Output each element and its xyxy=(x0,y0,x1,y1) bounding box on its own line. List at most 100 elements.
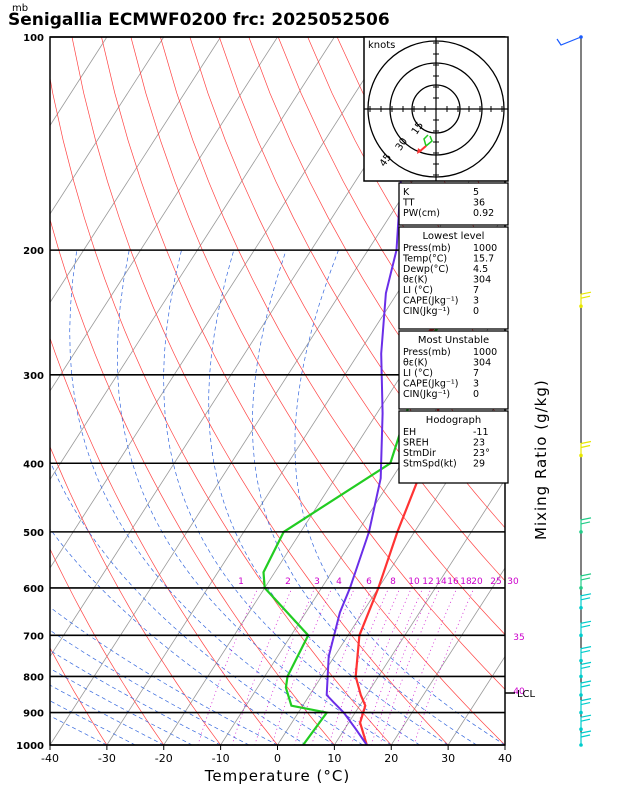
hodograph-params-row-label: StmDir xyxy=(403,448,436,459)
wind-barb xyxy=(580,714,592,730)
dry-adiabat-line xyxy=(50,548,165,745)
wind-level-dot xyxy=(579,693,583,697)
wind-barb xyxy=(580,521,591,525)
indices-row-label: TT xyxy=(402,198,415,209)
lowest-level-row-label: Temp(°C) xyxy=(402,254,447,265)
mixing-ratio-line xyxy=(197,587,259,745)
hodograph-params-row-label: SREH xyxy=(403,438,429,449)
dry-adiabat-line xyxy=(130,37,505,690)
dry-adiabat-line xyxy=(50,337,278,745)
wind-barb xyxy=(580,730,592,745)
isotherm-line xyxy=(277,390,505,745)
lowest-level-row-label: CAPE(Jkg⁻¹) xyxy=(403,296,458,307)
mixing-ratio-line xyxy=(254,587,316,745)
lowest-level-row-label: LI (°C) xyxy=(403,285,433,296)
mixing-ratio-line xyxy=(379,587,441,745)
x-tick-label: -30 xyxy=(98,752,116,765)
mixing-ratio-label: 1 xyxy=(238,577,244,587)
hodograph-params-header: Hodograph xyxy=(426,415,481,426)
hodograph-params-row-label: EH xyxy=(403,427,416,438)
lowest-level-row-label: Press(mb) xyxy=(403,243,451,254)
hodograph-params-box xyxy=(398,410,509,484)
pressure-tick-label: 200 xyxy=(23,246,44,257)
mixing-ratio-label: 3 xyxy=(314,577,320,587)
mixing-ratio-label: 6 xyxy=(366,577,372,587)
hodograph-params-row-label: StmSpd(kt) xyxy=(403,459,457,470)
x-tick-label: 20 xyxy=(384,752,398,765)
moist-adiabat-line xyxy=(50,606,278,745)
wind-barb xyxy=(580,680,592,695)
wind-barb xyxy=(580,291,592,307)
mixing-ratio-line xyxy=(396,587,458,745)
mixing-ratio-label: 4 xyxy=(336,577,342,587)
chart-title: Senigallia ECMWF0200 frc: 2025052506 xyxy=(8,10,390,30)
pressure-tick-label: 400 xyxy=(23,459,44,470)
lowest-level-row-value: 4.5 xyxy=(473,264,488,275)
pressure-tick-label: 600 xyxy=(23,584,44,595)
indices-row-label: PW(cm) xyxy=(403,208,440,219)
x-tick-label: -40 xyxy=(41,752,59,765)
lowest-level-row-value: 15.7 xyxy=(473,254,494,265)
x-tick-label: 0 xyxy=(274,752,281,765)
x-tick-label: 30 xyxy=(441,752,455,765)
lowest-level-header: Lowest level xyxy=(423,231,485,242)
isotherm-line xyxy=(50,37,108,127)
wind-level-dot xyxy=(579,658,583,663)
pressure-tick-label: 1000 xyxy=(16,741,44,752)
most-unstable-box xyxy=(398,330,509,410)
mixing-ratio-label: 35 xyxy=(513,633,524,643)
moist-adiabat-line xyxy=(116,250,392,745)
wind-barb xyxy=(580,718,591,722)
indices-row-value: 0.92 xyxy=(473,208,494,219)
pressure-tick-label: 300 xyxy=(23,371,44,382)
wind-barb xyxy=(580,295,591,299)
isotherm-line xyxy=(390,567,505,745)
most-unstable-row-value: 0 xyxy=(473,389,479,400)
hodograph-storm-arrow xyxy=(417,148,422,154)
pressure-tick-label: 500 xyxy=(23,528,44,539)
hodograph-params-row-value: 23 xyxy=(473,438,485,449)
wind-level-dot xyxy=(579,586,583,590)
indices-box xyxy=(398,182,509,226)
x-tick-label: -20 xyxy=(155,752,173,765)
dry-adiabat-line xyxy=(189,37,505,582)
isotherm-line xyxy=(50,37,335,481)
wind-barb xyxy=(580,517,592,532)
dry-adiabat-line xyxy=(248,37,505,477)
mixing-ratio-label: 16 xyxy=(447,577,459,587)
lowest-level-row-value: 3 xyxy=(473,296,479,307)
dry-adiabat-line xyxy=(50,218,335,745)
most-unstable-row-value: 1000 xyxy=(473,347,497,358)
wind-barb xyxy=(556,36,582,46)
most-unstable-row-value: 3 xyxy=(473,379,479,390)
wind-barb xyxy=(580,444,591,449)
mixing-ratio-label: 30 xyxy=(507,577,519,587)
pressure-tick-label: 700 xyxy=(23,631,44,642)
most-unstable-row-label: CIN(Jkg⁻¹) xyxy=(403,389,450,400)
wind-level-dot xyxy=(579,710,583,715)
mixing-ratio-line xyxy=(413,587,475,745)
wind-barb xyxy=(580,650,591,654)
x-tick-label: -10 xyxy=(212,752,230,765)
dry-adiabat-line xyxy=(514,37,618,745)
wind-barb xyxy=(580,702,591,706)
moist-adiabat-line xyxy=(69,250,363,745)
mixing-ratio-label: 40 xyxy=(513,687,525,697)
x-tick-label: 10 xyxy=(327,752,341,765)
lowest-level-box xyxy=(398,226,509,330)
indices-row-label: K xyxy=(403,187,410,198)
wind-barb xyxy=(580,620,592,636)
wind-barb xyxy=(580,734,591,738)
isotherm-line xyxy=(50,37,221,304)
most-unstable-row-value: 304 xyxy=(473,358,491,369)
dry-adiabat-line xyxy=(50,647,108,745)
wind-barb xyxy=(580,624,591,628)
isotherm-line xyxy=(163,213,505,745)
mixing-ratio-line xyxy=(370,587,432,745)
lowest-level-row-label: CIN(Jkg⁻¹) xyxy=(403,306,450,317)
dry-adiabat-line xyxy=(573,37,618,745)
dry-adiabat-line xyxy=(50,76,392,745)
hodograph-params-row-value: 23° xyxy=(473,448,490,459)
isotherm-line xyxy=(50,37,278,392)
